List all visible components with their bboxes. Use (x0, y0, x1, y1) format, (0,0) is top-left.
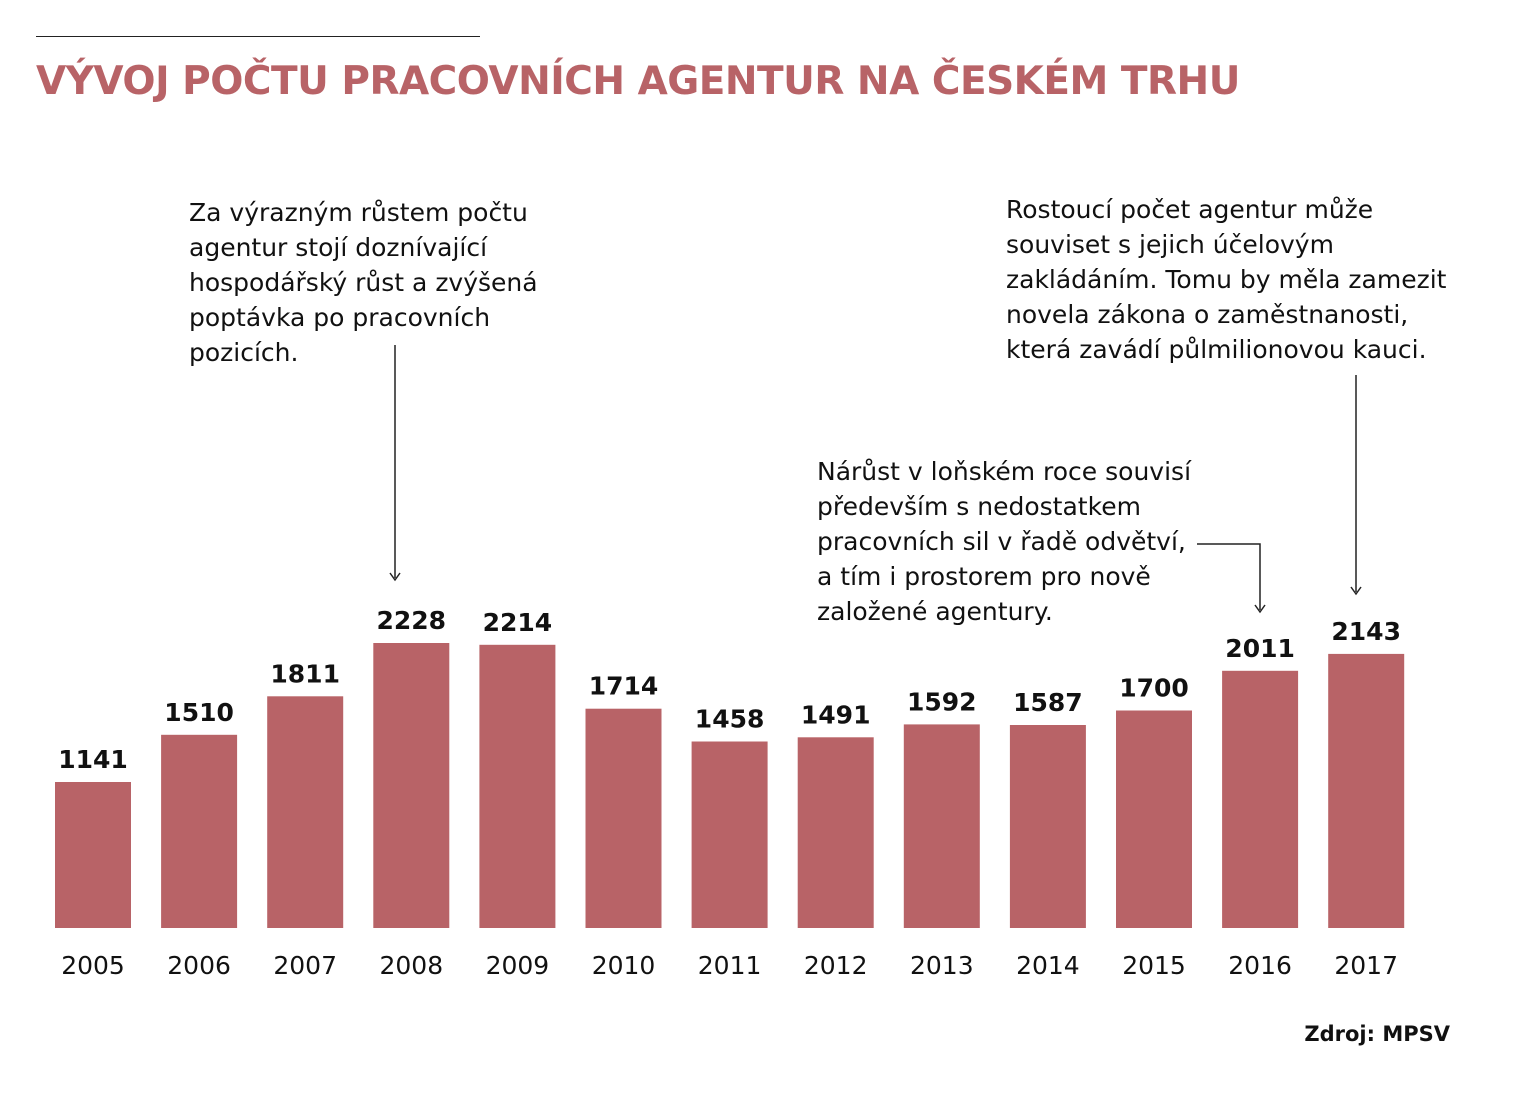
value-label-2007: 1811 (270, 659, 340, 688)
annotation-line: Rostoucí počet agentur může (1006, 195, 1374, 224)
annotation-line: hospodářský růst a zvýšená (189, 268, 538, 297)
x-tick-label-2012: 2012 (804, 951, 868, 980)
bar-2013 (903, 724, 980, 928)
x-tick-label-2014: 2014 (1016, 951, 1080, 980)
value-label-2017: 2143 (1331, 617, 1401, 646)
bar-2014 (1009, 725, 1086, 928)
x-tick-label-2015: 2015 (1122, 951, 1186, 980)
x-tick-label-2011: 2011 (698, 951, 762, 980)
value-labels-group: 1141 1510 1811 2228 2214 1714 1458 1491 1592 1587… (58, 606, 1401, 774)
leader-arrow-2016 (1254, 604, 1266, 614)
top-rule (36, 36, 480, 37)
annotation-line: agentur stojí doznívající (189, 233, 488, 262)
annotation-line: pracovních sil v řadě odvětví, (817, 527, 1186, 556)
bar-2015 (1116, 710, 1192, 928)
annotation-line: zakládáním. Tomu by měla zamezit (1006, 265, 1447, 294)
annotation-line: novela zákona o zaměstnanosti, (1006, 300, 1409, 329)
bars-group (55, 643, 1405, 928)
x-tick-label-2013: 2013 (910, 951, 974, 980)
annotation-line: která zavádí půlmilionovou kauci. (1006, 335, 1427, 364)
value-label-2012: 1491 (801, 700, 871, 729)
value-label-2010: 1714 (589, 672, 659, 701)
value-label-2014: 1587 (1013, 688, 1083, 717)
x-tick-label-2010: 2010 (592, 951, 656, 980)
leader-arrow-2008 (389, 572, 401, 582)
x-tick-label-2008: 2008 (379, 951, 443, 980)
value-label-2006: 1510 (164, 698, 234, 727)
bar-2007 (267, 696, 344, 928)
annotation-line: a tím i prostorem pro nově (817, 562, 1151, 591)
value-label-2016: 2011 (1225, 634, 1295, 663)
annotation-line: souviset s jejich účelovým (1006, 230, 1334, 259)
value-label-2011: 1458 (695, 705, 765, 734)
bar-2012 (797, 737, 874, 928)
x-axis-tick-labels: 2005 2006 2007 2008 2009 2010 2011 2012 2013 2014… (61, 951, 1398, 980)
x-tick-label-2006: 2006 (167, 951, 231, 980)
annotation-line: poptávka po pracovních (189, 303, 491, 332)
x-tick-label-2009: 2009 (486, 951, 550, 980)
value-label-2005: 1141 (58, 745, 128, 774)
bar-2011 (691, 741, 768, 928)
leader-arrow-2017 (1350, 586, 1362, 596)
annotation-line: Nárůst v loňském roce souvisí (817, 457, 1192, 486)
annotation-line: především s nedostatkem (817, 492, 1141, 521)
x-tick-label-2016: 2016 (1228, 951, 1292, 980)
x-tick-label-2017: 2017 (1334, 951, 1398, 980)
annotation-growth-2008: Za výrazným růstem počtu agentur stojí d… (189, 195, 538, 370)
chart-title: VÝVOJ POČTU PRACOVNÍCH AGENTUR NA ČESKÉM… (36, 59, 1240, 104)
value-label-2008: 2228 (377, 606, 447, 635)
bar-2016 (1222, 670, 1299, 928)
bar-2017 (1328, 653, 1405, 928)
bar-2008 (373, 643, 450, 928)
value-label-2009: 2214 (483, 608, 553, 637)
value-label-2013: 1592 (907, 687, 977, 716)
leader-line-2016 (1197, 543, 1261, 610)
annotation-rise-2017: Rostoucí počet agentur může souviset s j… (1006, 192, 1446, 367)
bar-2009 (479, 644, 556, 928)
annotation-leaders (389, 345, 1362, 614)
annotation-line: založené agentury. (817, 597, 1053, 626)
x-tick-label-2007: 2007 (273, 951, 337, 980)
source-note: Zdroj: MPSV (1304, 1022, 1450, 1046)
bar-2010 (585, 708, 662, 928)
bar-2005 (55, 782, 131, 928)
annotation-line: pozicích. (189, 338, 299, 367)
bar-2006 (161, 734, 238, 928)
annotation-line: Za výrazným růstem počtu (189, 198, 528, 227)
value-label-2015: 1700 (1119, 674, 1189, 703)
annotation-rise-2016: Nárůst v loňském roce souvisí především … (817, 454, 1191, 629)
x-tick-label-2005: 2005 (61, 951, 125, 980)
